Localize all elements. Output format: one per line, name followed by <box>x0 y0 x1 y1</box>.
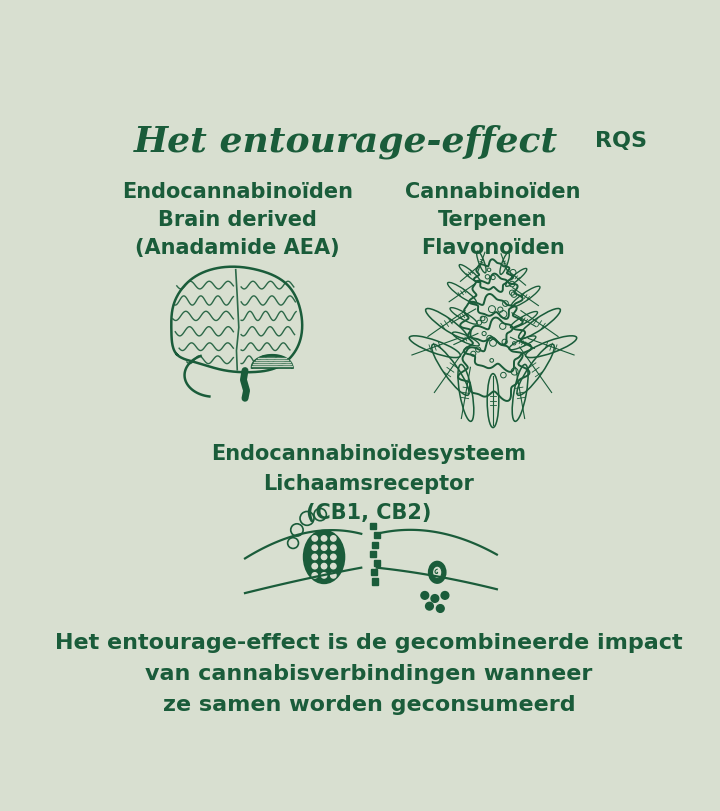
Circle shape <box>312 536 318 542</box>
Text: Cannabinoïden
Terpenen
Flavonoïden: Cannabinoïden Terpenen Flavonoïden <box>405 182 581 258</box>
Circle shape <box>321 555 327 560</box>
Text: Het entourage-effect is de gecombineerde impact
van cannabisverbindingen wanneer: Het entourage-effect is de gecombineerde… <box>55 632 683 714</box>
Text: Endocannabinoïdesysteem
Lichaamsreceptor
(CB1, CB2): Endocannabinoïdesysteem Lichaamsreceptor… <box>212 444 526 522</box>
Circle shape <box>441 592 449 599</box>
Bar <box>374 533 380 539</box>
Polygon shape <box>252 356 292 368</box>
Circle shape <box>321 536 327 542</box>
Circle shape <box>330 573 336 578</box>
Bar <box>370 551 376 557</box>
Text: RQS: RQS <box>595 131 647 150</box>
Text: Het entourage-effect: Het entourage-effect <box>134 125 558 159</box>
Circle shape <box>312 573 318 578</box>
Bar <box>372 542 378 548</box>
Circle shape <box>330 555 336 560</box>
Circle shape <box>431 595 438 603</box>
Circle shape <box>436 605 444 612</box>
Bar <box>370 523 376 530</box>
Circle shape <box>312 555 318 560</box>
Circle shape <box>321 545 327 551</box>
Circle shape <box>312 545 318 551</box>
Bar <box>372 579 378 585</box>
Circle shape <box>426 603 433 611</box>
Circle shape <box>421 592 428 599</box>
Circle shape <box>330 536 336 542</box>
Circle shape <box>321 564 327 569</box>
Circle shape <box>330 564 336 569</box>
Ellipse shape <box>304 531 344 583</box>
Circle shape <box>312 564 318 569</box>
Bar <box>374 560 380 566</box>
Bar <box>371 569 377 576</box>
Ellipse shape <box>433 566 442 579</box>
Circle shape <box>321 573 327 578</box>
Ellipse shape <box>428 562 446 583</box>
Circle shape <box>330 545 336 551</box>
Text: Endocannabinoïden
Brain derived
(Anadamide AEA): Endocannabinoïden Brain derived (Anadami… <box>122 182 353 258</box>
